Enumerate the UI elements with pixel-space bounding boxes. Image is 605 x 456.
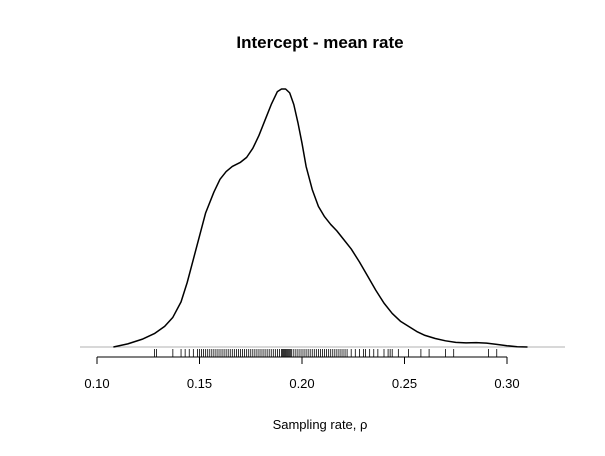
rug-marks (153, 349, 498, 357)
x-axis-label: Sampling rate, ρ (273, 417, 368, 432)
x-tick-label: 0.30 (494, 376, 519, 391)
x-tick-label: 0.10 (84, 376, 109, 391)
x-tick-label: 0.25 (392, 376, 417, 391)
x-axis: 0.10 0.15 0.20 0.25 0.30 (84, 356, 520, 391)
density-curve (113, 88, 528, 348)
x-tick-label: 0.20 (289, 376, 314, 391)
chart-title: Intercept - mean rate (236, 33, 403, 52)
x-tick-label: 0.15 (187, 376, 212, 391)
